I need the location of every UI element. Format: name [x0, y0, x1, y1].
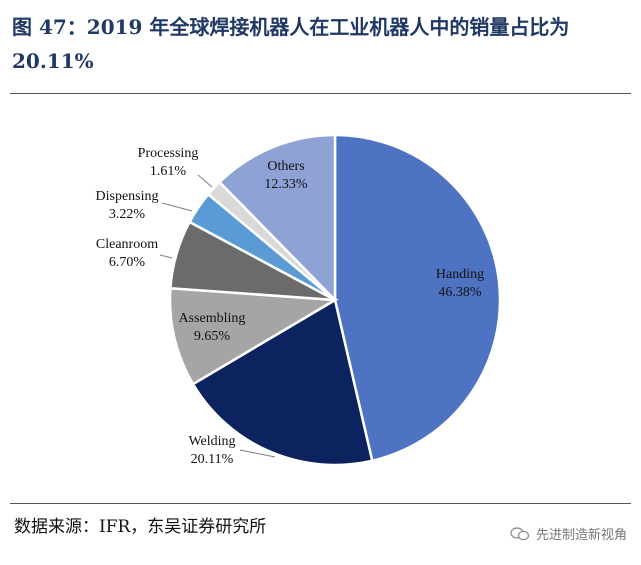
wechat-icon [510, 526, 530, 540]
leader-line-dispensing [161, 202, 193, 212]
watermark-text: 先进制造新视角 [535, 528, 627, 543]
page-title: 图 47：2019 年全球焊接机器人在工业机器人中的销量占比为 20.11% [12, 15, 570, 73]
top-divider [10, 93, 631, 94]
slice-value-welding: 20.11% [191, 452, 234, 467]
pie-slice-handing [333, 133, 502, 463]
slice-label-handing: Handing [436, 267, 484, 282]
slice-label-cleanroom: Cleanroom [96, 237, 158, 252]
source-note: 数据来源：IFR，东吴证券研究所 [14, 517, 267, 537]
slice-label-assembling: Assembling [179, 311, 246, 326]
slice-value-processing: 1.61% [150, 164, 187, 179]
slice-label-processing: Processing [138, 146, 199, 161]
watermark: 先进制造新视角 [510, 524, 627, 543]
bottom-divider [10, 503, 631, 504]
slice-value-others: 12.33% [264, 177, 308, 192]
pie-slice-others [217, 133, 337, 304]
leader-line-cleanroom [159, 254, 173, 259]
slice-value-handing: 46.38% [438, 285, 482, 300]
slice-value-dispensing: 3.22% [109, 207, 146, 222]
pie-slice-assembling [168, 286, 340, 386]
slice-label-welding: Welding [188, 434, 235, 449]
slice-value-cleanroom: 6.70% [109, 255, 146, 270]
pie-chart: Handing 46.38% Welding 20.11% Assembling 9.65… [96, 133, 502, 467]
slice-label-dispensing: Dispensing [96, 189, 159, 204]
slice-label-others: Others [267, 159, 304, 174]
leader-line-processing [197, 174, 213, 188]
slice-value-assembling: 9.65% [194, 329, 231, 344]
pie-slice-welding [191, 298, 374, 467]
leader-line-welding [239, 449, 276, 458]
